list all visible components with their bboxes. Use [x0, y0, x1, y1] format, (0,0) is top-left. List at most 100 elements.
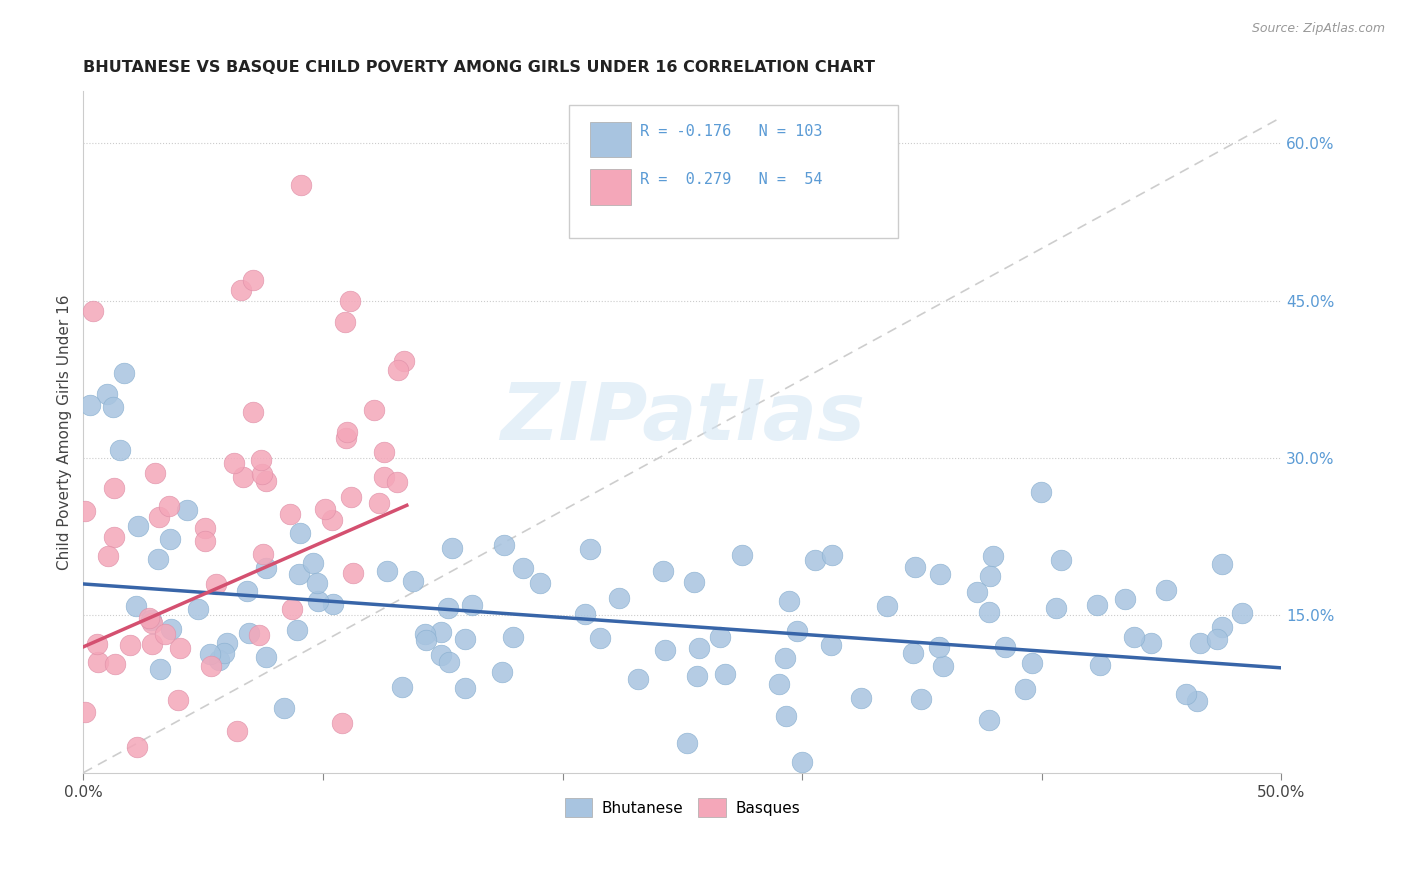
Point	[529, 576, 551, 591]
Point	[1114, 592, 1136, 607]
Point	[302, 556, 325, 570]
Point	[342, 566, 364, 581]
Point	[579, 542, 602, 557]
Point	[903, 646, 925, 660]
Point	[141, 616, 163, 631]
Point	[977, 605, 1000, 619]
Point	[86, 637, 108, 651]
FancyBboxPatch shape	[591, 169, 631, 205]
Point	[250, 467, 273, 481]
Point	[589, 631, 612, 645]
Point	[125, 599, 148, 614]
Point	[502, 630, 524, 644]
Point	[402, 574, 425, 588]
Point	[254, 474, 277, 488]
Point	[141, 613, 163, 627]
Point	[607, 591, 630, 605]
Point	[322, 597, 344, 611]
Point	[75, 705, 97, 719]
Point	[242, 405, 264, 419]
Point	[627, 673, 650, 687]
Point	[118, 638, 141, 652]
Point	[1154, 582, 1177, 597]
Point	[686, 669, 709, 683]
Point	[491, 665, 513, 680]
Point	[340, 491, 363, 505]
Point	[330, 715, 353, 730]
Point	[82, 304, 104, 318]
Point	[103, 481, 125, 495]
Point	[339, 293, 361, 308]
Point	[236, 583, 259, 598]
Point	[820, 638, 842, 652]
Point	[441, 541, 464, 555]
Point	[1175, 687, 1198, 701]
Point	[790, 756, 813, 770]
Point	[437, 600, 460, 615]
Point	[87, 655, 110, 669]
Point	[153, 626, 176, 640]
Point	[200, 658, 222, 673]
Point	[96, 387, 118, 401]
Y-axis label: Child Poverty Among Girls Under 16: Child Poverty Among Girls Under 16	[58, 294, 72, 570]
Point	[373, 470, 395, 484]
Point	[252, 547, 274, 561]
Point	[176, 503, 198, 517]
Point	[413, 626, 436, 640]
Point	[929, 567, 952, 582]
Point	[1090, 658, 1112, 673]
Point	[391, 680, 413, 694]
Point	[932, 658, 955, 673]
Point	[910, 692, 932, 706]
Point	[212, 646, 235, 660]
Point	[1045, 601, 1067, 615]
Point	[983, 549, 1005, 564]
Point	[194, 534, 217, 549]
Point	[652, 564, 675, 578]
Point	[336, 425, 359, 440]
Point	[169, 641, 191, 656]
Point	[966, 584, 988, 599]
Point	[305, 575, 328, 590]
Point	[821, 548, 844, 562]
Point	[1049, 553, 1071, 567]
Point	[778, 593, 800, 607]
Point	[285, 624, 308, 638]
Point	[314, 502, 336, 516]
Point	[494, 538, 516, 552]
FancyBboxPatch shape	[591, 121, 631, 157]
Point	[198, 647, 221, 661]
Point	[146, 551, 169, 566]
Point	[392, 353, 415, 368]
Point	[786, 624, 808, 638]
Point	[224, 456, 246, 470]
Point	[143, 467, 166, 481]
Point	[439, 656, 461, 670]
FancyBboxPatch shape	[568, 104, 898, 237]
Point	[215, 636, 238, 650]
Point	[1211, 557, 1233, 571]
Point	[247, 628, 270, 642]
Point	[851, 691, 873, 706]
Point	[775, 651, 797, 665]
Point	[290, 525, 312, 540]
Point	[242, 273, 264, 287]
Point	[804, 553, 827, 567]
Point	[307, 593, 329, 607]
Point	[375, 564, 398, 578]
Point	[928, 640, 950, 654]
Point	[979, 569, 1001, 583]
Point	[1211, 620, 1233, 634]
Point	[683, 574, 706, 589]
Point	[454, 632, 477, 647]
Point	[149, 663, 172, 677]
Point	[127, 519, 149, 533]
Point	[250, 453, 273, 467]
Point	[238, 626, 260, 640]
Point	[205, 576, 228, 591]
Text: Source: ZipAtlas.com: Source: ZipAtlas.com	[1251, 22, 1385, 36]
Point	[430, 648, 453, 663]
Point	[709, 630, 731, 644]
Point	[654, 642, 676, 657]
Text: R =  0.279   N =  54: R = 0.279 N = 54	[640, 172, 823, 187]
